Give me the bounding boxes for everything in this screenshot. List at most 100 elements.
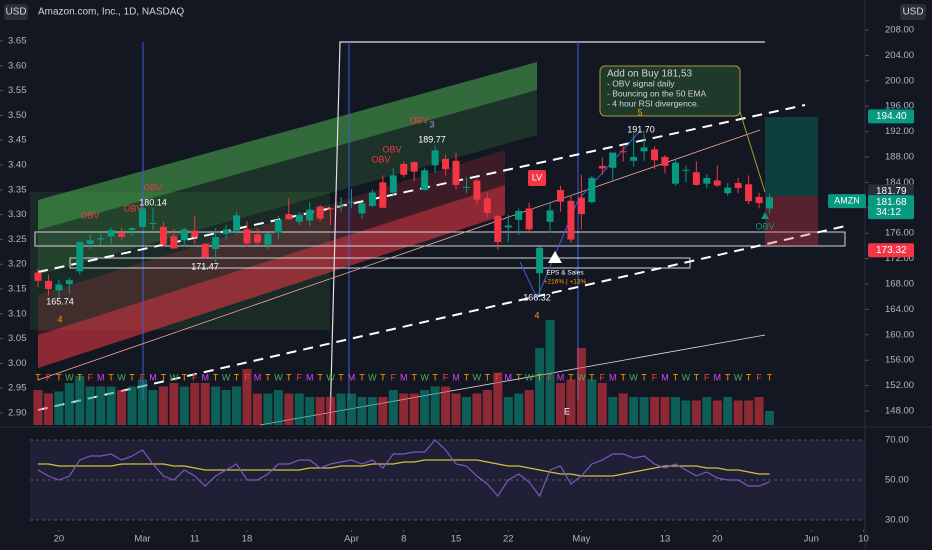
y-tick-label: 188.00 [885, 152, 914, 163]
weekday: T [673, 372, 679, 382]
marker [761, 212, 769, 219]
weekday: M [609, 372, 617, 382]
candle-body [55, 284, 63, 291]
weekday: T [432, 372, 438, 382]
candle-body [462, 186, 470, 188]
y2-tick-label: 3.45 [8, 135, 27, 146]
y-tick-label: 176.00 [885, 228, 914, 239]
candle-body [253, 234, 261, 243]
weekday: T [213, 372, 219, 382]
weekday: W [274, 372, 283, 382]
currency-button[interactable] [900, 4, 926, 20]
ticker-badge [828, 194, 866, 209]
candle-body [567, 200, 575, 240]
candle-body [713, 180, 721, 186]
y-tick-label: 196.00 [885, 101, 914, 112]
volume-bar [765, 411, 774, 425]
price-badge [868, 195, 914, 220]
volume-bar [660, 397, 670, 425]
candle-body [651, 149, 659, 161]
y-tick-label: 160.00 [885, 329, 914, 340]
channel [38, 62, 537, 230]
x-tick-label: 20 [712, 534, 723, 545]
rsi-tick-label: 70.00 [885, 435, 909, 446]
weekday: T [568, 372, 574, 382]
volume-bar [639, 397, 649, 425]
candle-body [86, 240, 94, 244]
volume-bar [744, 400, 754, 425]
weekday: T [234, 372, 240, 382]
x-tick-label: May [572, 534, 590, 545]
x-tick-label: Jun [804, 534, 819, 545]
x-tick-label: 10 [858, 534, 869, 545]
volume-bar [367, 397, 377, 425]
candle-body [703, 177, 711, 184]
weekday: W [682, 372, 691, 382]
candle-body [170, 236, 178, 249]
volume-bar [138, 379, 147, 425]
candle-body [682, 169, 690, 171]
weekday: T [516, 372, 522, 382]
weekday: M [714, 372, 722, 382]
weekday: W [326, 372, 335, 382]
weekday: T [641, 372, 647, 382]
range-box [34, 231, 846, 247]
annotation: OBV [80, 210, 99, 220]
volume-bar [420, 390, 430, 425]
y2-tick-label: 3.15 [8, 284, 27, 295]
target-zone [765, 117, 818, 196]
candle-body [598, 165, 606, 169]
volume-bar [357, 397, 367, 425]
candle-body [274, 219, 282, 233]
currency-button[interactable] [4, 4, 28, 20]
candle-body [588, 177, 596, 203]
volume-bar [221, 390, 231, 425]
weekday: M [201, 372, 209, 382]
y2-tick-label: 3.35 [8, 184, 27, 195]
annotation: 5 [637, 107, 642, 117]
candle-body [348, 201, 355, 203]
candle-body [525, 208, 533, 230]
volume-bar [148, 390, 158, 425]
y2-tick-label: 3.60 [8, 60, 27, 71]
volume-bar [169, 383, 179, 425]
ticker: AMZN [834, 196, 860, 206]
candle-body [734, 183, 742, 189]
weekday: W [222, 372, 231, 382]
price-label: 181.68 [876, 197, 907, 208]
annotation: EPS & Sales [546, 270, 584, 277]
volume-bar [545, 320, 555, 425]
weekday: T [161, 372, 167, 382]
volume-bar [284, 393, 294, 425]
volume-bar [733, 400, 743, 425]
volume-bar [712, 400, 722, 425]
volume-bar [399, 393, 409, 425]
y-tick-label: 192.00 [885, 126, 914, 137]
annotation: 191.70 [627, 124, 655, 134]
price-label: 173.32 [876, 245, 907, 256]
candle-body [483, 198, 491, 213]
annotation: LV [532, 172, 542, 182]
weekday: T [129, 372, 135, 382]
volume-bar [587, 379, 597, 425]
candle-body [515, 210, 523, 220]
weekday: W [473, 372, 482, 382]
annotation: 189.77 [418, 134, 446, 144]
candle-body [201, 243, 209, 258]
weekday: T [725, 372, 731, 382]
candle-body [410, 162, 418, 172]
weekday: F [297, 372, 303, 382]
weekday: F [495, 372, 501, 382]
candle-body [692, 172, 700, 185]
price-badge [868, 184, 914, 199]
volume-bar [75, 376, 85, 425]
weekday: T [464, 372, 470, 382]
weekday: T [411, 372, 417, 382]
volume-bar [482, 390, 492, 425]
weekday: M [400, 372, 408, 382]
candle-body [421, 170, 429, 191]
candle-body [180, 229, 188, 241]
candle-body [212, 237, 220, 250]
volume-bar [461, 397, 471, 425]
volume-bar [305, 397, 315, 425]
